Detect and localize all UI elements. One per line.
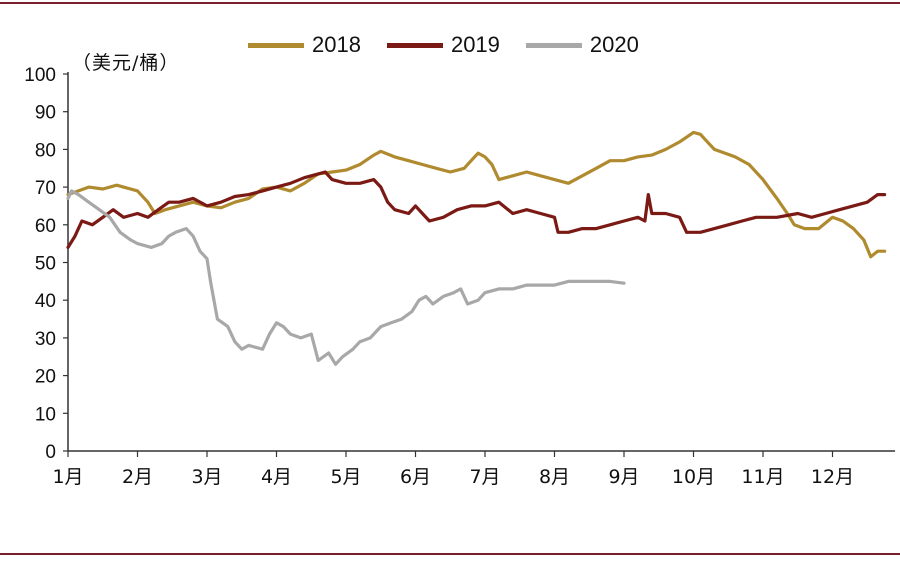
y-tick-label: 50 [35, 254, 56, 275]
top-border [0, 2, 900, 4]
legend-item-2020: 2020 [525, 32, 639, 58]
y-tick-label: 60 [35, 216, 56, 237]
legend-item-2019: 2019 [386, 32, 500, 58]
y-tick-label: 20 [35, 367, 56, 388]
x-tick-label: 2月 [122, 466, 153, 488]
x-tick-label: 7月 [469, 466, 500, 488]
y-tick-label: 80 [35, 140, 56, 161]
y-tick-label: 90 [35, 103, 56, 124]
x-tick-label: 6月 [400, 466, 431, 488]
y-tick-label: 100 [24, 65, 56, 86]
legend-label-2019: 2019 [450, 32, 500, 57]
x-tick-label: 12月 [811, 466, 854, 488]
legend-swatch-2018 [248, 42, 304, 48]
y-tick-label: 0 [45, 442, 56, 463]
series-line-2018 [66, 130, 887, 259]
series-line-2019 [66, 170, 887, 249]
x-tick-label: 5月 [330, 466, 361, 488]
y-tick-label: 30 [35, 329, 56, 350]
x-tick-label: 8月 [539, 466, 570, 488]
y-axis-unit-label: （美元/桶） [72, 52, 180, 74]
x-tick-label: 9月 [608, 466, 639, 488]
x-tick-label: 3月 [191, 466, 222, 488]
y-tick-label: 70 [35, 178, 56, 199]
legend-label-2020: 2020 [589, 32, 639, 57]
x-tick-label: 10月 [672, 466, 715, 488]
x-tick-label: 4月 [261, 466, 292, 488]
y-tick-label: 10 [35, 404, 56, 425]
legend-swatch-2020 [525, 42, 582, 48]
x-tick-label: 11月 [741, 466, 784, 488]
legend-item-2018: 2018 [248, 32, 361, 58]
legend-swatch-2019 [386, 42, 443, 48]
series-line-2020 [66, 189, 626, 366]
legend-label-2018: 2018 [312, 32, 361, 57]
bottom-border [0, 553, 900, 555]
x-tick-label: 1月 [52, 466, 83, 488]
y-tick-label: 40 [35, 291, 56, 312]
legend: 2018 2019 2020 [248, 32, 665, 58]
